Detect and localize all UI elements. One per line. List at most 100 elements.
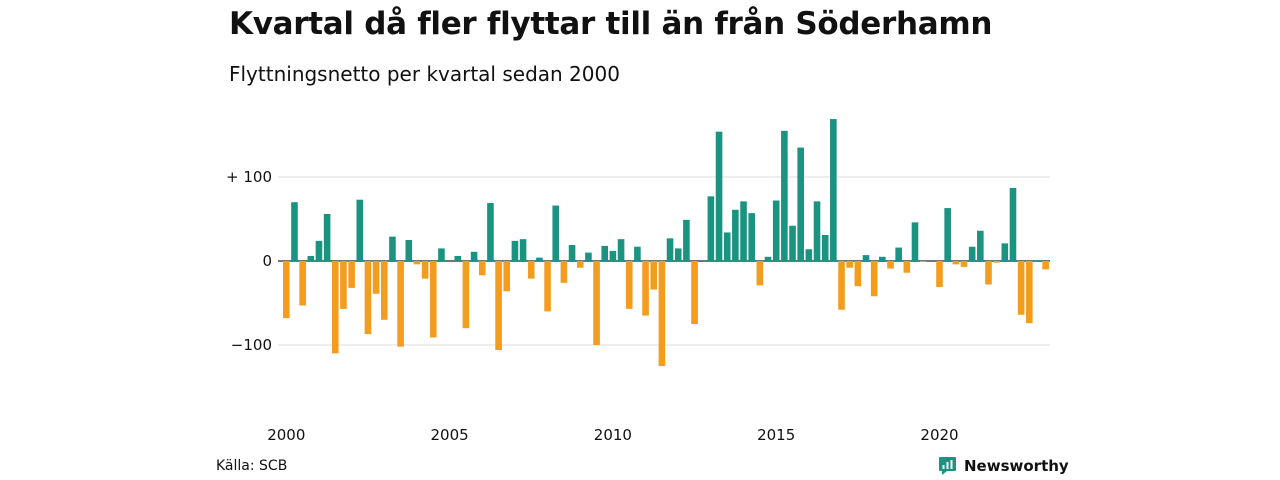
bar-positive xyxy=(707,196,715,261)
bar-positive xyxy=(1001,243,1009,261)
bar-negative xyxy=(283,261,290,319)
bar-negative xyxy=(846,261,853,268)
bar-negative xyxy=(936,261,943,288)
bar-positive xyxy=(601,245,609,261)
bar-positive xyxy=(723,232,731,261)
bar-positive xyxy=(715,131,723,261)
bar-negative xyxy=(993,261,1000,263)
bar-positive xyxy=(789,225,796,261)
bar-negative xyxy=(495,261,502,351)
bar-positive xyxy=(862,255,870,261)
bar-positive xyxy=(895,247,902,261)
bar-positive xyxy=(813,201,821,261)
bar-negative xyxy=(960,261,968,267)
bar-negative xyxy=(299,261,306,306)
bar-negative xyxy=(854,261,862,287)
bar-positive xyxy=(821,234,829,261)
bar-positive xyxy=(307,255,315,261)
bar-positive xyxy=(968,246,976,261)
bar-negative xyxy=(429,261,437,338)
bar-negative xyxy=(340,261,347,309)
bar-positive xyxy=(552,205,560,261)
bar-positive xyxy=(470,251,478,261)
bar-negative xyxy=(1026,261,1033,324)
bar-positive xyxy=(511,240,519,261)
brand-logo: Newsworthy xyxy=(938,456,1069,476)
bar-negative xyxy=(1017,261,1025,315)
bar-positive xyxy=(617,239,625,261)
bar-negative xyxy=(503,261,511,292)
bar-chart: + 100 0 −100 2000 2005 2010 2015 2020 xyxy=(226,119,1050,444)
bar-positive xyxy=(536,257,543,261)
bar-positive xyxy=(797,147,804,261)
bar-positive xyxy=(740,201,747,261)
bar-negative xyxy=(576,261,584,268)
bar-negative xyxy=(642,261,649,316)
bar-positive xyxy=(609,250,617,261)
bar-negative xyxy=(691,261,698,324)
bar-negative xyxy=(372,261,380,294)
bar-negative xyxy=(1042,261,1049,270)
y-tick-label: + 100 xyxy=(226,168,272,186)
bar-negative xyxy=(650,261,658,290)
bar-negative xyxy=(331,261,339,354)
bar-negative xyxy=(544,261,551,312)
x-tick-label: 2000 xyxy=(267,426,305,444)
bar-negative xyxy=(380,261,388,320)
bar-negative xyxy=(364,261,372,335)
bar-negative xyxy=(887,261,894,269)
bars xyxy=(283,119,1049,366)
bar-positive xyxy=(830,119,837,261)
bar-negative xyxy=(397,261,404,347)
bar-positive xyxy=(323,213,331,261)
bar-positive xyxy=(438,248,445,261)
brand-name: Newsworthy xyxy=(964,457,1069,475)
bar-negative xyxy=(870,261,878,297)
bar-positive xyxy=(519,239,527,261)
bar-positive xyxy=(634,246,641,261)
bar-negative xyxy=(625,261,633,309)
bar-negative xyxy=(593,261,600,345)
bar-positive xyxy=(781,130,788,261)
bar-negative xyxy=(985,261,992,285)
bar-negative xyxy=(756,261,764,286)
bar-positive xyxy=(748,213,755,261)
bar-negative xyxy=(421,261,429,279)
bar-negative xyxy=(560,261,568,283)
newsworthy-logo-icon xyxy=(939,457,956,475)
bar-negative xyxy=(348,261,355,288)
bar-positive xyxy=(674,248,682,261)
chart-title: Kvartal då fler flyttar till än från Söd… xyxy=(229,6,993,42)
bar-positive xyxy=(1034,260,1041,261)
bar-negative xyxy=(462,261,470,329)
bar-positive xyxy=(454,255,462,261)
bar-negative xyxy=(838,261,845,310)
bar-positive xyxy=(291,202,298,261)
bar-negative xyxy=(478,261,486,276)
bar-positive xyxy=(405,240,413,261)
bar-negative xyxy=(919,261,927,262)
bar-positive xyxy=(356,199,364,261)
bar-positive xyxy=(977,230,984,261)
bar-positive xyxy=(911,222,919,261)
x-tick-label: 2005 xyxy=(431,426,469,444)
bar-positive xyxy=(315,240,323,261)
bar-positive xyxy=(772,200,780,261)
bar-positive xyxy=(666,238,674,261)
bar-positive xyxy=(389,236,396,261)
x-tick-label: 2020 xyxy=(920,426,958,444)
bar-positive xyxy=(732,209,739,261)
x-tick-label: 2010 xyxy=(594,426,632,444)
bar-positive xyxy=(764,256,772,261)
bar-positive xyxy=(944,208,951,261)
bar-positive xyxy=(683,219,690,261)
bar-negative xyxy=(658,261,666,366)
x-tick-label: 2015 xyxy=(757,426,795,444)
bar-positive xyxy=(879,256,886,261)
y-tick-label: −100 xyxy=(231,336,272,354)
bar-negative xyxy=(903,261,911,273)
source-note: Källa: SCB xyxy=(216,458,288,474)
chart-subtitle: Flyttningsnetto per kvartal sedan 2000 xyxy=(229,62,620,86)
bar-negative xyxy=(527,261,535,279)
bar-negative xyxy=(952,261,960,265)
